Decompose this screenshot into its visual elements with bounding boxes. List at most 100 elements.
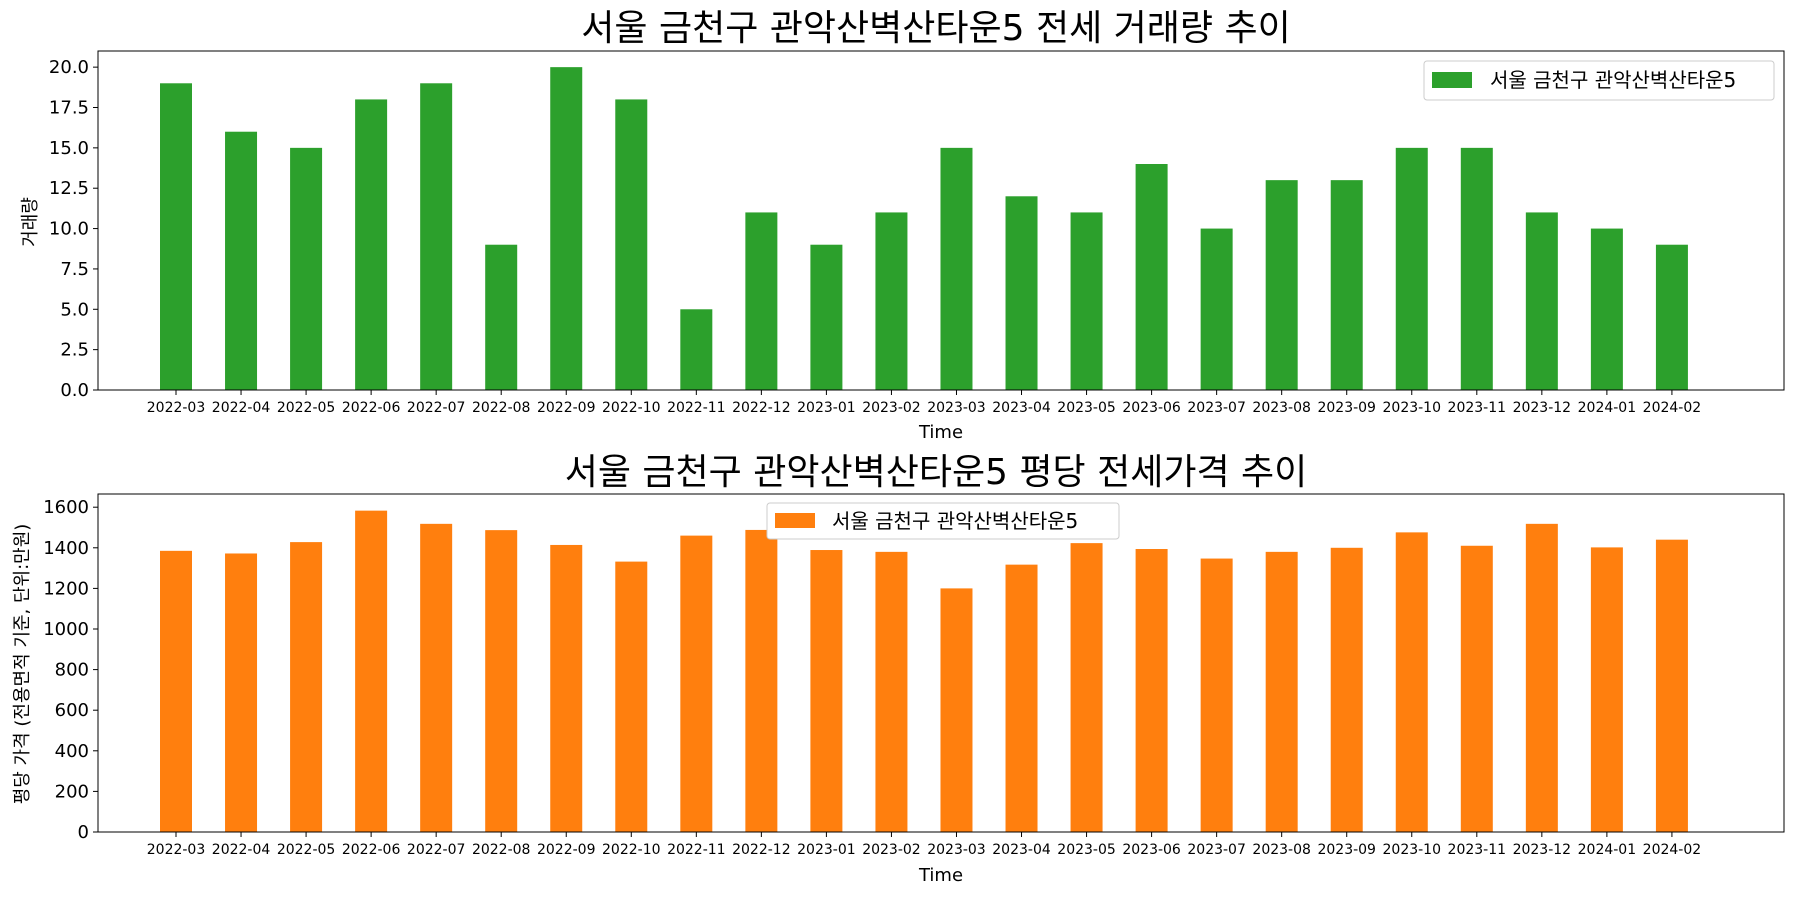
bar — [355, 99, 388, 390]
plot-frame — [97, 50, 1785, 391]
bar — [875, 212, 908, 390]
bar — [1525, 212, 1558, 390]
x-tick-label: 2023-10 — [1383, 842, 1442, 858]
bar — [615, 561, 648, 832]
y-tick-label: 0 — [78, 822, 89, 843]
legend-box — [1423, 60, 1775, 101]
bar — [420, 523, 453, 832]
x-tick-label: 2023-05 — [1057, 842, 1116, 858]
y-tick-label: 12.5 — [49, 178, 89, 199]
bar — [1200, 228, 1233, 390]
bar — [1135, 164, 1168, 390]
y-tick-label: 17.5 — [49, 98, 89, 119]
x-tick-label: 2022-11 — [667, 842, 726, 858]
bars — [160, 67, 1688, 391]
bar — [745, 212, 778, 390]
x-tick-label: 2023-08 — [1252, 400, 1311, 416]
x-tick-label: 2022-10 — [602, 842, 661, 858]
x-tick-label: 2022-12 — [732, 400, 791, 416]
chart-title: 서울 금천구 관악산벽산타운5 평당 전세가격 추이 — [565, 452, 1308, 493]
bar — [1070, 543, 1103, 832]
x-tick-label: 2022-03 — [147, 400, 206, 416]
y-tick-label: 2.5 — [60, 340, 89, 361]
x-tick-label: 2023-06 — [1122, 842, 1181, 858]
bar — [745, 529, 778, 832]
x-tick-label: 2022-05 — [277, 400, 336, 416]
y-axis-label: 평당 가격 (전용면적 기준, 단위:만원) — [12, 524, 33, 805]
y-ticks: 0.0 2.5 5.0 7.5 10.0 12.5 15.0 17.5 20.0 — [49, 57, 98, 401]
bar — [225, 553, 258, 832]
bar — [1655, 539, 1688, 832]
y-ticks: 0 200 400 600 800 1000 1200 1400 1600 — [43, 497, 98, 843]
bar — [1590, 228, 1623, 390]
bar — [1005, 564, 1038, 832]
bar — [550, 544, 583, 832]
x-tick-label: 2022-12 — [732, 842, 791, 858]
x-tick-label: 2022-08 — [472, 842, 531, 858]
bar — [810, 244, 843, 390]
x-tick-label: 2023-05 — [1057, 400, 1116, 416]
bar — [1265, 551, 1298, 832]
bar — [1395, 532, 1428, 832]
x-ticks: 2022-03 2022-04 2022-05 2022-06 2022-07 2022-… — [147, 832, 1701, 858]
bar — [1265, 180, 1298, 390]
bar — [550, 67, 583, 391]
bar — [1395, 147, 1428, 390]
y-tick-label: 1600 — [43, 497, 89, 518]
x-tick-label: 2023-10 — [1383, 400, 1442, 416]
y-tick-label: 1400 — [43, 538, 89, 559]
legend-swatch — [1432, 72, 1472, 88]
x-tick-label: 2022-04 — [212, 842, 271, 858]
x-tick-label: 2022-05 — [277, 842, 336, 858]
bars — [160, 510, 1688, 832]
y-tick-label: 400 — [55, 741, 89, 762]
chart-title: 서울 금천구 관악산벽산타운5 전세 거래량 추이 — [581, 8, 1290, 49]
bar — [1460, 147, 1493, 390]
bar — [355, 510, 388, 832]
bar — [420, 83, 453, 391]
x-tick-label: 2022-07 — [407, 400, 466, 416]
x-tick-label: 2023-08 — [1252, 842, 1311, 858]
bar — [485, 244, 518, 390]
y-tick-label: 15.0 — [49, 138, 89, 159]
x-tick-label: 2023-01 — [797, 400, 856, 416]
legend: 서울 금천구 관악산벽산타운5 — [766, 502, 1120, 540]
bar — [160, 83, 192, 391]
y-tick-label: 0.0 — [60, 380, 89, 401]
x-tick-label: 2024-01 — [1578, 842, 1637, 858]
legend-label: 서울 금천구 관악산벽산타운5 — [832, 509, 1078, 533]
x-ticks: 2022-03 2022-04 2022-05 2022-06 2022-07 2022-… — [147, 390, 1701, 416]
x-tick-label: 2024-01 — [1578, 400, 1637, 416]
x-tick-label: 2022-08 — [472, 400, 531, 416]
legend-label: 서울 금천구 관악산벽산타운5 — [1490, 68, 1736, 92]
bar — [160, 550, 192, 832]
x-tick-label: 2022-09 — [537, 400, 596, 416]
bar — [290, 147, 323, 390]
bar — [1590, 547, 1623, 832]
y-tick-label: 10.0 — [49, 219, 89, 240]
x-tick-label: 2022-11 — [667, 400, 726, 416]
bar — [1200, 558, 1233, 832]
x-tick-label: 2023-02 — [862, 842, 921, 858]
bar — [1005, 196, 1038, 390]
bar — [940, 147, 973, 390]
bar — [680, 535, 713, 832]
bar — [290, 542, 323, 832]
y-tick-label: 5.0 — [60, 299, 89, 320]
bar — [940, 588, 973, 832]
y-tick-label: 1000 — [43, 619, 89, 640]
bar — [1655, 244, 1688, 390]
y-tick-label: 800 — [55, 660, 89, 681]
x-tick-label: 2023-07 — [1187, 842, 1246, 858]
bar — [1135, 549, 1168, 832]
x-tick-label: 2023-06 — [1122, 400, 1181, 416]
bar — [680, 309, 713, 390]
bar — [1330, 180, 1363, 390]
bar — [1330, 547, 1363, 832]
x-tick-label: 2023-04 — [992, 400, 1051, 416]
x-tick-label: 2023-12 — [1513, 842, 1572, 858]
bar — [1460, 545, 1493, 832]
x-tick-label: 2023-01 — [797, 842, 856, 858]
x-tick-label: 2024-02 — [1643, 400, 1702, 416]
